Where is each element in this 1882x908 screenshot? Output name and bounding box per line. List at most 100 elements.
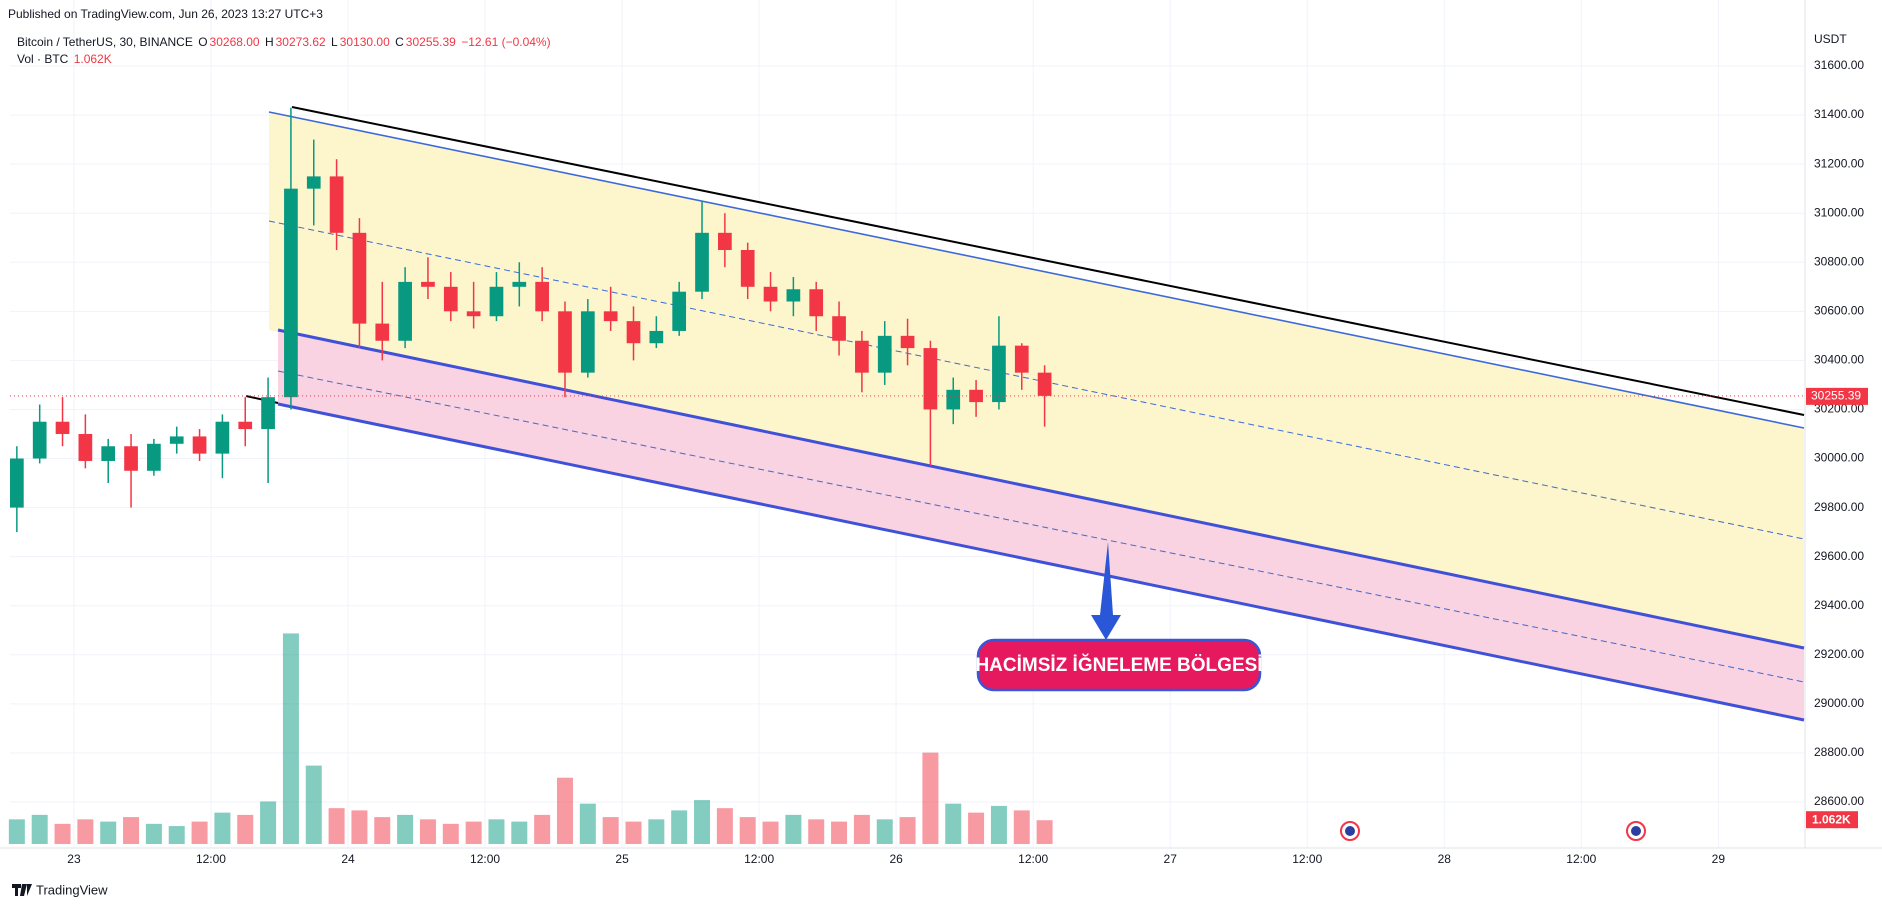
volume-bar — [328, 808, 345, 844]
last-price-label: 30255.39 — [1811, 389, 1861, 403]
volume-badge — [1806, 811, 1858, 829]
x-tick-label: 25 — [615, 852, 629, 866]
volume-bar — [351, 810, 368, 844]
candle-body — [489, 286, 504, 317]
y-tick-label: 28600.00 — [1814, 794, 1864, 808]
candle-body — [306, 176, 321, 189]
y-tick-label: 30400.00 — [1814, 353, 1864, 367]
candle-body — [284, 188, 298, 398]
volume-bar — [465, 821, 482, 844]
candle-body — [923, 348, 938, 410]
candle-body — [718, 232, 732, 250]
arrow — [1091, 542, 1121, 640]
volume-bar — [77, 819, 94, 844]
symbol: Bitcoin / TetherUS, 30, BINANCE — [17, 35, 193, 49]
volume-bar — [31, 814, 48, 844]
candle-body — [10, 458, 24, 508]
y-tick-label: 29000.00 — [1814, 696, 1864, 710]
candle-body — [261, 397, 275, 430]
candle-body — [352, 232, 367, 324]
volume-bar — [694, 800, 711, 844]
x-tick-label: 12:00 — [1566, 852, 1596, 866]
candle-body — [672, 291, 687, 331]
candle-body — [580, 311, 595, 373]
y-tick-label: 30000.00 — [1814, 451, 1864, 465]
candle-body — [329, 176, 344, 233]
volume-bar — [922, 752, 939, 844]
candle-body — [421, 281, 435, 287]
volume-bar — [808, 819, 825, 844]
volume-bar — [762, 821, 779, 844]
last-price-badge — [1806, 387, 1868, 405]
candle-body — [558, 311, 572, 373]
series — [8, 107, 1804, 844]
candle-body — [626, 321, 641, 344]
volume-bar — [511, 821, 528, 844]
volume-bar — [945, 803, 962, 844]
channel-top — [268, 111, 1805, 429]
volume-bar — [579, 803, 596, 844]
volume-bar — [648, 819, 665, 844]
volume-bar — [1036, 820, 1053, 844]
y-tick-label: 30200.00 — [1814, 402, 1864, 416]
x-tick-label: 12:00 — [1018, 852, 1048, 866]
legend: Bitcoin / TetherUS, 30, BINANCE O 30268.0… — [17, 35, 553, 49]
ohlc-value: 30255.39 — [405, 35, 456, 49]
ohlc-key: H — [264, 35, 274, 49]
volume-bar — [671, 810, 688, 844]
x-tick-label: 24 — [341, 852, 355, 866]
candle-body — [512, 281, 527, 287]
trend-line — [291, 106, 1805, 416]
candle-body — [375, 323, 390, 341]
candle-body — [992, 345, 1006, 403]
x-tick-label: 29 — [1712, 852, 1726, 866]
candle-body — [169, 436, 184, 444]
candle-body — [466, 311, 481, 317]
candle-body — [215, 421, 230, 454]
candle-body — [740, 249, 755, 287]
candle-body — [1037, 372, 1052, 396]
price-unit: USDT — [1814, 32, 1847, 46]
y-tick-label: 29400.00 — [1814, 598, 1864, 612]
volume-bar — [54, 823, 71, 844]
x-tick-label: 26 — [889, 852, 903, 866]
candle-body — [124, 446, 138, 471]
event-icon-inner — [1345, 826, 1355, 836]
volume-bar — [739, 817, 756, 844]
x-tick-label: 27 — [1164, 852, 1178, 866]
zone-bottom — [277, 402, 1805, 722]
channel-mid — [268, 220, 1805, 540]
y-tick-label: 31200.00 — [1814, 156, 1864, 170]
volume-bar — [876, 819, 893, 844]
candle-body — [398, 281, 412, 341]
y-tick-label: 30800.00 — [1814, 254, 1864, 268]
volume-bar — [305, 765, 322, 844]
y-tick-label: 30600.00 — [1814, 303, 1864, 317]
volume-bar — [625, 821, 642, 844]
candle-body — [55, 421, 70, 434]
candle-body — [32, 421, 47, 459]
candle-body — [855, 340, 869, 373]
volume-bar — [990, 805, 1007, 844]
volume-bar — [123, 817, 140, 844]
volume-bar — [145, 823, 162, 844]
change: −12.61 (−0.04%) — [461, 35, 551, 49]
volume-bar — [968, 812, 985, 844]
candle-body — [1014, 345, 1029, 373]
channel-bottom — [277, 328, 1805, 650]
x-tick-label: 12:00 — [196, 852, 226, 866]
logo — [12, 884, 32, 896]
candle-body — [900, 335, 915, 349]
candle-body — [535, 281, 549, 312]
volume-bar — [237, 814, 254, 844]
volume-bar — [8, 819, 25, 844]
candle-body — [832, 316, 846, 341]
candle-body — [695, 232, 709, 292]
volume-legend: Vol · BTC 1.062K — [17, 52, 114, 66]
event-icon-inner — [1631, 826, 1641, 836]
x-tick-label: 12:00 — [1292, 852, 1322, 866]
volume-bar — [168, 826, 185, 844]
candle-body — [969, 389, 983, 403]
